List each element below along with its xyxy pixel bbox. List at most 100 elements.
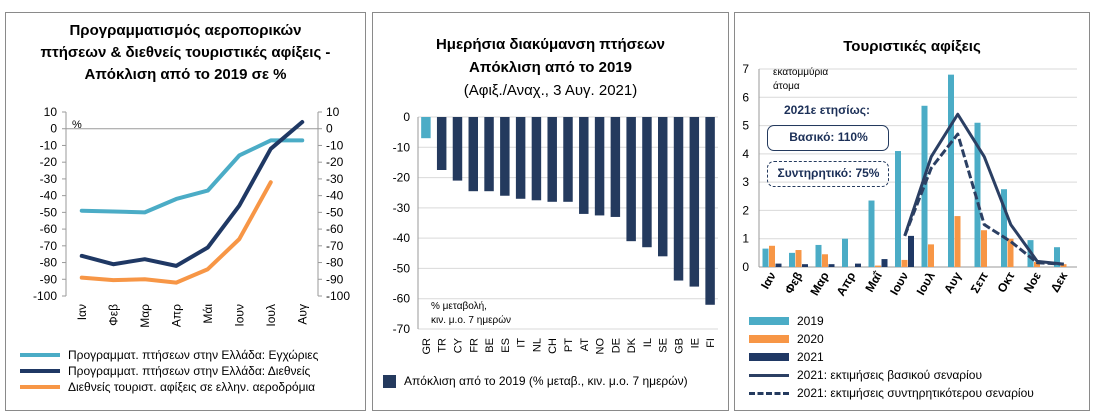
bar-2019-8: [948, 74, 954, 268]
y-tick-label: 6: [742, 90, 749, 104]
legend-swatch: [749, 317, 789, 325]
y-tick-label: -60: [393, 292, 411, 306]
x-tick-label: DK: [626, 337, 638, 353]
chart-subtitle: (Αφιξ./Αναχ., 3 Αυγ. 2021): [463, 82, 638, 99]
data-point: [237, 153, 241, 157]
data-point: [174, 197, 178, 201]
x-tick-label: Απρ: [169, 304, 183, 327]
data-point: [300, 138, 304, 142]
units-note-line-2: άτομα: [773, 81, 800, 92]
chart-title-line-2: Απόκλιση από το 2019: [469, 59, 632, 76]
units-note-line-2: κιν. μ.ο. 7 ημερών: [431, 315, 512, 326]
data-point: [206, 189, 210, 193]
x-tick-label: GR: [421, 338, 433, 355]
x-tick-label: Ιαν: [75, 304, 89, 320]
legend-label: Απόκλιση από το 2019 (% μεταβ., κιν. μ.ο…: [404, 374, 688, 388]
legend-label: Προγραμματ. πτήσεων στην Ελλάδα: Διεθνεί…: [68, 364, 311, 378]
y-tick-label: -70: [40, 239, 58, 253]
data-point: [269, 138, 273, 142]
y-tick-label: -10: [393, 140, 411, 154]
y-tick-label: -50: [393, 261, 411, 275]
legend-swatch: [749, 373, 789, 377]
legend-item-2020: 2020: [749, 331, 824, 347]
legend-label: Διεθνείς τουριστ. αφίξεις σε ελλην. αερο…: [68, 380, 316, 394]
x-tick-label: Αυγ: [295, 304, 309, 325]
y-tick-label-right: 0: [326, 122, 333, 136]
y-tick-label: -40: [393, 231, 411, 245]
legend-item-domestic: Προγραμματ. πτήσεων στην Ελλάδα: Εγχώριε…: [20, 347, 318, 363]
bar-2019-6: [895, 151, 901, 267]
data-point: [269, 147, 273, 151]
bar-2020-5: [875, 265, 881, 267]
units-note-line-1: εκατομμύρια: [773, 67, 829, 78]
y-tick-label: -30: [40, 172, 58, 186]
y-tick-label: 7: [742, 62, 749, 76]
bar-2019-5: [868, 200, 875, 267]
bar-2021-3: [828, 264, 835, 267]
bar-2020-3: [822, 254, 828, 267]
x-tick-label: Ιουν: [887, 269, 911, 297]
legend-label: 2019: [797, 314, 824, 328]
legend-swatch: [20, 369, 60, 373]
legend-swatch: [749, 353, 789, 361]
y-tick-label: -30: [393, 201, 411, 215]
y-tick-label-right: -80: [326, 256, 344, 270]
bar-2019-9: [974, 122, 981, 267]
y-tick-label-right: -10: [326, 138, 344, 152]
data-point: [174, 264, 178, 268]
series-line-1: [79, 138, 305, 215]
bar-2019-1: [762, 248, 769, 267]
bar-es: [500, 117, 510, 196]
chart-title-line-1: Ημερήσια διακύμανση πτήσεων: [435, 36, 666, 53]
x-tick-label: CY: [452, 337, 464, 353]
legend-swatch: [20, 353, 60, 357]
legend-item-deviation: Απόκλιση από το 2019 (% μεταβ., κιν. μ.ο…: [383, 373, 688, 389]
bar-gr: [421, 117, 431, 139]
x-tick-label: PT: [563, 338, 575, 352]
y-tick-label: -40: [40, 189, 58, 203]
panel-tourist-arrivals: Τουριστικές αφίξεις 0 1 2 3 4 5 6 7 Ιαν Φεβ Μαρ Απρ…: [734, 12, 1090, 411]
bar-il: [642, 117, 652, 248]
legend-label: 2020: [797, 332, 824, 346]
x-tick-label: IE: [689, 338, 701, 348]
legend-label: 2021: [797, 350, 824, 364]
y-tick-label-right: -100: [326, 289, 350, 303]
legend-label: 2021: εκτιμήσεις βασικού σεναρίου: [797, 368, 983, 382]
units-note-line-1: % μεταβολή,: [431, 301, 487, 312]
bar-ch: [547, 117, 557, 202]
bar-2019-7: [921, 105, 928, 268]
y-tick-label: -80: [40, 256, 58, 270]
y-tick-label-right: -60: [326, 222, 344, 236]
x-tick-label: Μαρ: [138, 304, 152, 328]
x-tick-label: FR: [468, 338, 480, 353]
legend-item-2021: 2021: [749, 349, 824, 365]
line-chart: 10 10 0 0 -10 -10 -20 -20 -30 -30 -40 -40 -50 -50 -60 -…: [33, 105, 350, 328]
y-tick-label-right: -70: [326, 239, 344, 253]
legend-item-base-scenario: 2021: εκτιμήσεις βασικού σεναρίου: [749, 367, 982, 383]
x-tick-label: Μαΐ: [862, 269, 885, 295]
legend-item-international: Προγραμματ. πτήσεων στην Ελλάδα: Διεθνεί…: [20, 363, 310, 379]
base-scenario-line: [903, 112, 1064, 266]
data-point: [206, 267, 210, 271]
y-tick-label: 2: [742, 203, 749, 217]
bar-2021-1: [775, 263, 782, 267]
bar-de: [610, 117, 621, 217]
y-tick-label: -20: [393, 171, 411, 185]
bar-2020-2: [795, 250, 802, 267]
bar-2020-10: [1007, 238, 1014, 267]
annotation-conservative: Συντηρητικό: 75%: [777, 166, 880, 180]
x-tick-label: SE: [658, 338, 670, 353]
annotation-box-conservative: [767, 161, 889, 187]
x-tick-label: Μάι: [201, 304, 215, 324]
data-point: [111, 210, 115, 214]
bar-2020-7: [928, 244, 934, 267]
bar-2019-2: [789, 252, 795, 267]
y-tick-label-right: -90: [326, 272, 344, 286]
x-tick-label: DE: [610, 338, 622, 353]
y-tick-label: 0: [742, 260, 749, 274]
bar-line-chart: 0 1 2 3 4 5 6 7 Ιαν Φεβ Μαρ Απρ Μαΐ Ιουν Ιουλ Αυγ Σεπ Οκτ…: [742, 62, 1077, 298]
y-tick-label-right: 10: [326, 105, 340, 119]
panel-daily-flights: Ημερήσια διακύμανση πτήσεων Απόκλιση από…: [372, 12, 729, 411]
y-tick-label-right: -40: [326, 189, 344, 203]
y-tick-label: -10: [40, 138, 58, 152]
